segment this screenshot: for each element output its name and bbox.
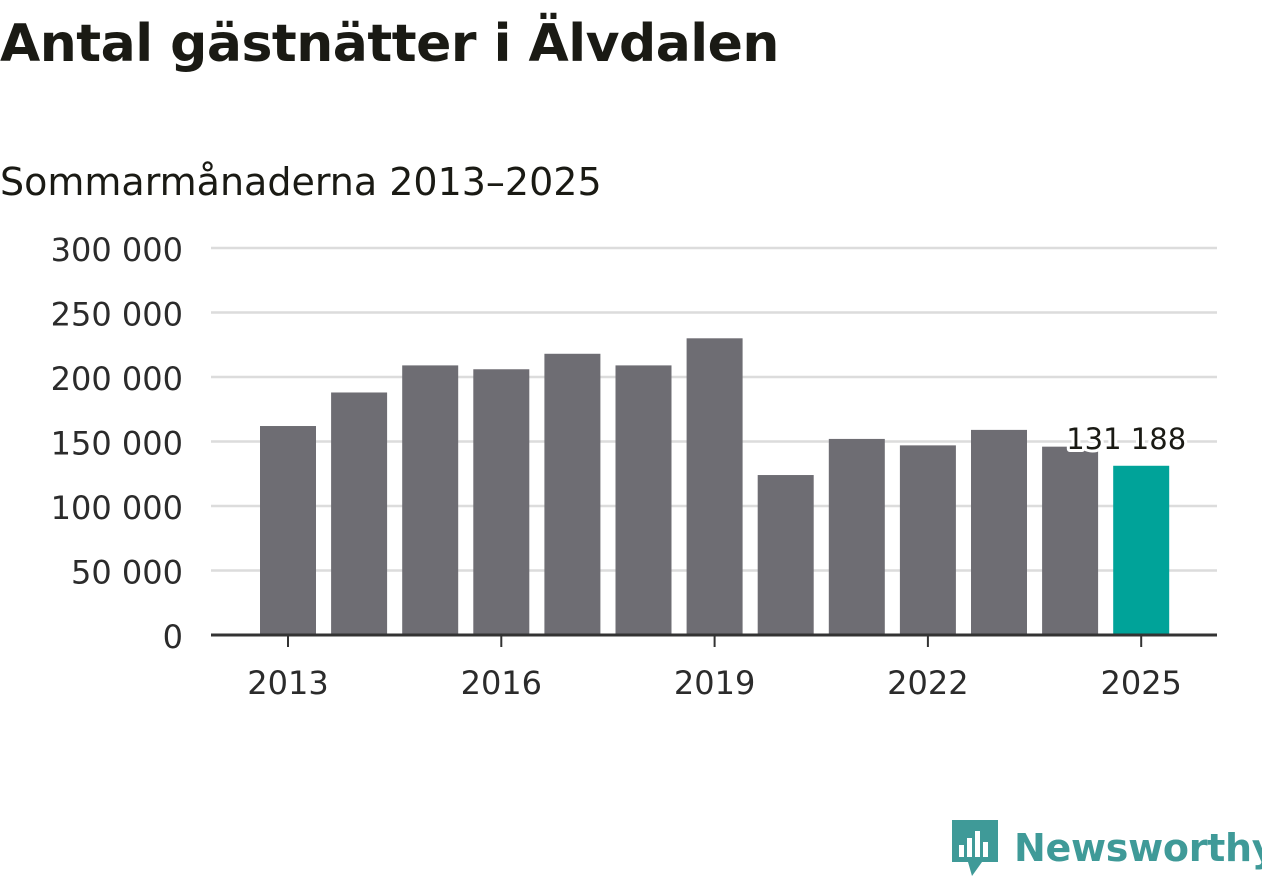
bar-2015 bbox=[402, 365, 459, 635]
y-tick-label: 250 000 bbox=[51, 296, 183, 334]
y-tick-label: 100 000 bbox=[51, 489, 183, 527]
bar-2013 bbox=[260, 426, 316, 635]
x-tick-label: 2016 bbox=[461, 664, 542, 702]
newsworthy-logo-text: Newsworthy bbox=[1014, 826, 1262, 870]
x-tick-label: 2025 bbox=[1100, 664, 1181, 702]
x-tick-label: 2019 bbox=[674, 664, 755, 702]
newsworthy-chart-icon bbox=[952, 820, 998, 876]
y-tick-label: 150 000 bbox=[51, 425, 183, 463]
data-label-2025: 131 188 bbox=[1066, 422, 1186, 456]
chart-title: Antal gästnätter i Älvdalen bbox=[0, 14, 779, 74]
bar-2018 bbox=[615, 365, 672, 635]
bar-2025 bbox=[1113, 465, 1170, 635]
bar-2014 bbox=[331, 392, 388, 635]
bar-2019 bbox=[686, 338, 743, 635]
chart-subtitle: Sommarmånaderna 2013–2025 bbox=[0, 160, 602, 204]
x-tick-label: 2022 bbox=[887, 664, 968, 702]
newsworthy-logo: Newsworthy bbox=[950, 818, 1262, 878]
y-tick-label: 0 bbox=[163, 618, 183, 656]
bar-2024 bbox=[1042, 446, 1099, 635]
bar-2017 bbox=[544, 353, 601, 635]
y-tick-label: 300 000 bbox=[51, 231, 183, 269]
y-tick-label: 50 000 bbox=[71, 554, 183, 592]
bar-2021 bbox=[828, 438, 885, 635]
bar-2016 bbox=[473, 369, 530, 635]
bar-2023 bbox=[971, 429, 1027, 635]
bar-2020 bbox=[757, 475, 814, 635]
x-tick-label: 2013 bbox=[247, 664, 328, 702]
bar-2022 bbox=[899, 445, 956, 635]
y-tick-label: 200 000 bbox=[51, 360, 183, 398]
